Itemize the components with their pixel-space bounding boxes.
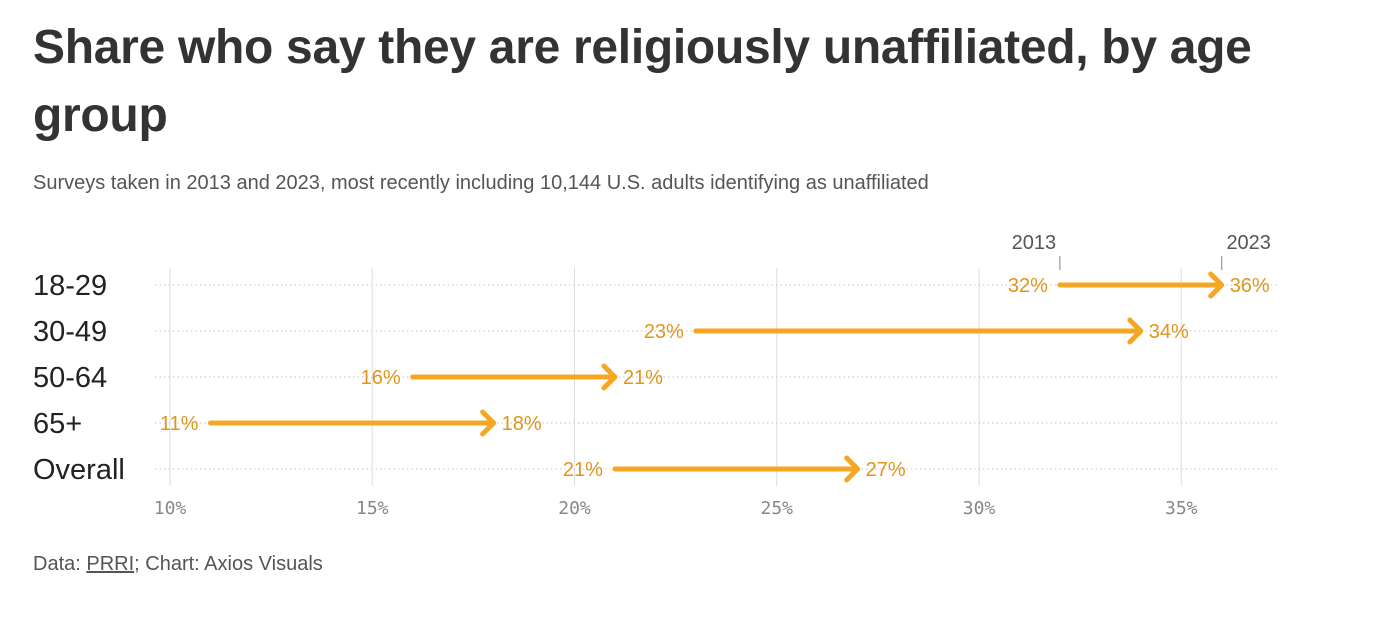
legend-end-label: 2023 [1226,232,1271,254]
x-tick-label: 20% [558,498,591,519]
legend-layer: 2013 2023 [1012,232,1271,270]
x-tick-label: 25% [760,498,793,519]
value-label-2023: 36% [1230,275,1270,297]
x-tick-label: 30% [963,498,996,519]
value-label-2023: 21% [623,367,663,389]
source-link[interactable]: PRRI [86,553,135,575]
arrow-chart: 2013 2023 18-29 30-49 50-64 65+ Overall 32% 36… [33,232,1278,519]
chart-subtitle: Surveys taken in 2013 and 2023, most rec… [33,172,929,194]
value-label-2013: 11% [160,413,199,435]
chart-title: Share who say they are religiously unaff… [33,21,1252,142]
x-tick-label: 35% [1165,498,1198,519]
arrow-head [1208,271,1225,299]
value-label-2023: 18% [502,413,542,435]
grid-layer [155,268,1278,486]
chart-footer: Data: PRRI; Chart: Axios Visuals [33,550,323,578]
arrows-layer: 32% 36% 23% 34% 16% 21% 11% 18% 21% 27% [160,271,1270,483]
value-label-2013: 23% [644,321,684,343]
category-labels: 18-29 30-49 50-64 65+ Overall [33,270,125,486]
x-tick-label: 15% [356,498,389,519]
category-label: Overall [33,454,125,486]
value-label-2023: 34% [1149,321,1189,343]
value-label-2023: 27% [866,459,906,481]
footer-suffix: ; Chart: Axios Visuals [134,553,323,575]
x-tick-label: 10% [154,498,187,519]
category-label: 50-64 [33,362,107,394]
legend-start-label: 2013 [1012,232,1057,254]
category-label: 30-49 [33,316,107,348]
value-label-2013: 16% [361,367,401,389]
footer-prefix: Data: [33,553,87,575]
arrow-head [601,363,618,391]
category-label: 18-29 [33,270,107,302]
value-label-2013: 32% [1008,275,1048,297]
value-label-2013: 21% [563,459,603,481]
category-label: 65+ [33,408,82,440]
arrow-head [480,409,497,437]
arrow-head [1127,317,1144,345]
x-axis-ticks: 10% 15% 20% 25% 30% 35% [154,498,1198,519]
arrow-head [844,455,861,483]
